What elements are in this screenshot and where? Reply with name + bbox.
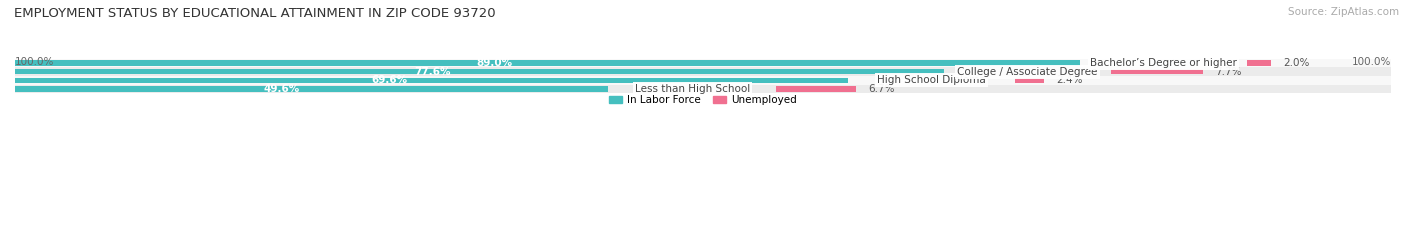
Text: 89.0%: 89.0%: [477, 58, 512, 68]
Bar: [776, 86, 856, 92]
Text: Less than High School: Less than High School: [634, 84, 749, 94]
Text: Source: ZipAtlas.com: Source: ZipAtlas.com: [1288, 7, 1399, 17]
Text: 49.6%: 49.6%: [264, 84, 301, 94]
Bar: [15, 85, 1391, 93]
Bar: [15, 78, 848, 83]
Bar: [1247, 61, 1271, 66]
Text: 100.0%: 100.0%: [1351, 57, 1391, 67]
Text: High School Diploma: High School Diploma: [877, 75, 986, 86]
Bar: [1015, 78, 1045, 83]
Text: 7.7%: 7.7%: [1215, 67, 1241, 77]
Text: 69.6%: 69.6%: [371, 75, 408, 86]
Text: EMPLOYMENT STATUS BY EDUCATIONAL ATTAINMENT IN ZIP CODE 93720: EMPLOYMENT STATUS BY EDUCATIONAL ATTAINM…: [14, 7, 496, 20]
Bar: [15, 86, 609, 92]
Bar: [15, 69, 943, 75]
Text: 2.0%: 2.0%: [1284, 58, 1309, 68]
Text: Bachelor’s Degree or higher: Bachelor’s Degree or higher: [1090, 58, 1237, 68]
Legend: In Labor Force, Unemployed: In Labor Force, Unemployed: [605, 91, 801, 110]
Bar: [15, 61, 1080, 66]
Text: College / Associate Degree: College / Associate Degree: [957, 67, 1098, 77]
Bar: [15, 68, 1391, 76]
Bar: [15, 59, 1391, 68]
Bar: [15, 76, 1391, 85]
Text: 6.7%: 6.7%: [868, 84, 894, 94]
Bar: [1111, 69, 1204, 75]
Text: 2.4%: 2.4%: [1056, 75, 1083, 86]
Text: 77.6%: 77.6%: [415, 67, 451, 77]
Text: 100.0%: 100.0%: [15, 57, 55, 67]
